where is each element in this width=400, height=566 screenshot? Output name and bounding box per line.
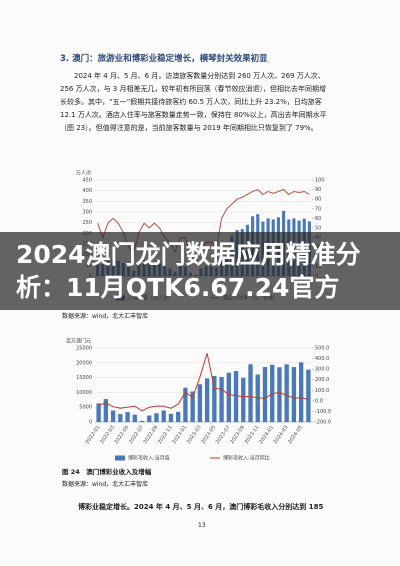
bar bbox=[226, 372, 231, 422]
y2-tick-label: 100.0 bbox=[315, 388, 329, 394]
y2-tick-label: 300.0 bbox=[315, 367, 329, 373]
bar bbox=[255, 374, 260, 422]
y-tick-label: 400 bbox=[82, 188, 92, 194]
y2-tick-label: 100 bbox=[315, 178, 325, 184]
bar bbox=[168, 413, 174, 422]
y-tick-label: 20000 bbox=[76, 360, 92, 366]
bar bbox=[306, 369, 311, 422]
bar bbox=[262, 367, 268, 422]
caption: 图 24 澳门博彩业收入及增幅 bbox=[62, 468, 152, 476]
y2-tick-label: 80 bbox=[315, 197, 321, 203]
y-tick-label: 300 bbox=[82, 210, 92, 216]
y2-tick-label: 500.0 bbox=[315, 346, 329, 352]
legend-swatch bbox=[115, 455, 125, 461]
axis-unit: 万人次 bbox=[76, 170, 91, 177]
bar bbox=[277, 367, 282, 422]
bar bbox=[110, 410, 116, 422]
y-tick-label: 25000 bbox=[76, 346, 92, 352]
bar bbox=[118, 414, 123, 422]
y2-tick-label: 60 bbox=[315, 216, 321, 222]
y2-tick-label: -200.0 bbox=[315, 420, 331, 426]
source: 数据来源：wind，北大汇丰智库 bbox=[62, 313, 149, 320]
bar bbox=[233, 371, 239, 422]
bar bbox=[132, 414, 137, 422]
y2-tick-label: -100.0 bbox=[315, 409, 331, 415]
paragraph: 2024 年 4 月、5 月、6 月，访澳旅客数量分别达到 260 万人次、26… bbox=[60, 72, 327, 132]
bar bbox=[298, 362, 304, 422]
bar bbox=[161, 410, 166, 422]
y-tick-label: 450 bbox=[82, 178, 92, 184]
bar bbox=[147, 415, 152, 422]
bar bbox=[212, 375, 217, 422]
bar bbox=[96, 403, 101, 422]
axis-unit: 百万澳门元 bbox=[66, 338, 91, 345]
bar bbox=[219, 376, 224, 422]
bar bbox=[284, 364, 289, 422]
x-tick-label: 2024-05 bbox=[287, 425, 304, 446]
y-tick-label: 10000 bbox=[76, 390, 92, 396]
y2-tick-label: 200.0 bbox=[315, 377, 329, 383]
bar bbox=[176, 411, 181, 422]
banner-title: 2024澳门龙门数据应用精准分析：11月QTK6.67.24官方 bbox=[16, 240, 361, 302]
chart: 百万澳门元 0 5000 10000 15000 20000 25000 -200.0 -100… bbox=[66, 338, 331, 462]
banner bbox=[0, 232, 400, 310]
y-tick-label: 0 bbox=[89, 420, 92, 426]
bar bbox=[183, 387, 188, 422]
heading: 3. 澳门：旅游业和博彩业稳定增长，横琴封关效果初显 bbox=[60, 54, 268, 64]
bar bbox=[190, 391, 195, 422]
bar bbox=[139, 420, 145, 422]
y2-tick-label: 0.0 bbox=[315, 398, 323, 404]
bar bbox=[204, 378, 210, 422]
legend-label: 博彩毛收入:当月同比 bbox=[223, 455, 270, 462]
bar bbox=[248, 364, 253, 422]
line bbox=[98, 353, 309, 412]
bar bbox=[197, 384, 203, 422]
y-tick-label: 250 bbox=[82, 220, 92, 226]
y2-tick-label: 90 bbox=[315, 187, 321, 193]
y2-tick-label: 70 bbox=[315, 206, 321, 212]
y-tick-label: 15000 bbox=[76, 375, 92, 381]
bar bbox=[103, 399, 109, 422]
page-number: 13 bbox=[198, 522, 206, 529]
paragraph: 博彩业稳定增长。2024 年 4 月、5 月、6 月，澳门博彩毛收入分别达到 1… bbox=[78, 503, 324, 511]
bar bbox=[241, 377, 246, 422]
y2-tick-label: 50 bbox=[315, 226, 321, 232]
source: 数据来源：wind，北大汇丰智库 bbox=[62, 481, 149, 488]
y-tick-label: 5000 bbox=[79, 405, 92, 411]
bar bbox=[154, 413, 159, 422]
bar bbox=[125, 412, 130, 422]
legend-label: 博彩毛收入:当月值 bbox=[128, 455, 170, 462]
y-tick-label: 350 bbox=[82, 199, 92, 205]
y2-tick-label: 400.0 bbox=[315, 356, 329, 362]
bar bbox=[291, 367, 297, 422]
